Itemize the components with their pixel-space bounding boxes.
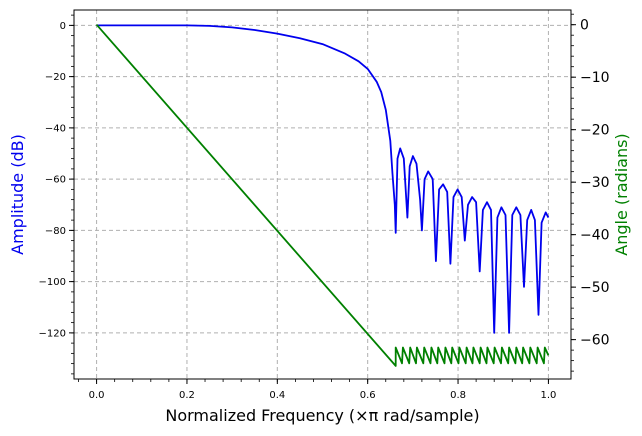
y-left-tick-label: −100 <box>39 277 66 288</box>
x-axis-label: Normalized Frequency (×π rad/sample) <box>165 406 479 425</box>
y-right-tick-label: −50 <box>580 280 610 296</box>
y-axis-right-label: Angle (radians) <box>612 133 631 255</box>
ticks: 0.0 0.2 0.4 0.6 0.8 1.0 0 −20 −40 −60 −80 −100 −120 0… <box>39 13 610 401</box>
y-right-tick-label: −30 <box>580 175 610 191</box>
x-tick-label: 1.0 <box>540 390 556 401</box>
x-tick-label: 0.4 <box>269 390 285 401</box>
plot-frame <box>73 9 572 380</box>
x-tick-label: 0.8 <box>450 390 466 401</box>
y-left-tick-label: −40 <box>45 123 66 134</box>
x-tick-label: 0.0 <box>89 390 105 401</box>
series <box>95 24 550 367</box>
y-right-tick-label: −10 <box>580 70 610 86</box>
angle-series-line <box>95 24 550 367</box>
amplitude-series-line <box>96 24 550 334</box>
y-axis-left-label: Amplitude (dB) <box>8 134 27 255</box>
y-left-tick-label: −60 <box>45 175 66 186</box>
y-right-tick-label: −40 <box>580 228 610 244</box>
y-right-tick-label: −60 <box>580 333 610 349</box>
grid <box>74 10 571 379</box>
y-left-tick-label: −80 <box>45 226 66 237</box>
y-left-tick-label: −120 <box>39 328 66 339</box>
y-left-tick-label: 0 <box>60 21 66 32</box>
x-tick-label: 0.2 <box>179 390 195 401</box>
y-right-tick-label: 0 <box>580 18 589 34</box>
y-left-tick-label: −20 <box>45 72 66 83</box>
y-right-tick-label: −20 <box>580 123 610 139</box>
x-tick-label: 0.6 <box>360 390 376 401</box>
